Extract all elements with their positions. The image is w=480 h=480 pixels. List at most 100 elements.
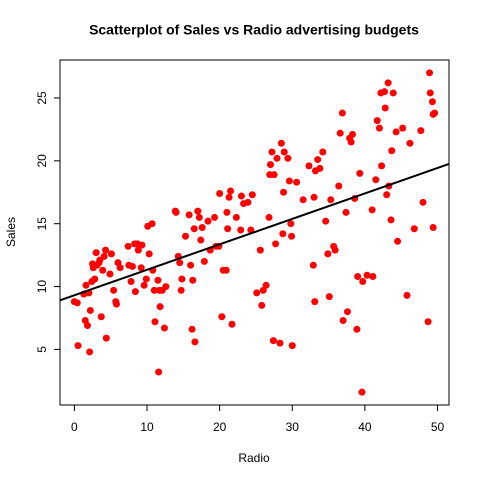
point (155, 368, 163, 376)
point (99, 266, 107, 274)
point (327, 196, 335, 204)
point (223, 208, 231, 216)
point (336, 129, 344, 137)
point (426, 89, 434, 97)
point (353, 325, 361, 333)
point (262, 281, 270, 289)
point (92, 249, 100, 257)
point (113, 300, 121, 308)
point (142, 275, 150, 283)
point (410, 225, 418, 233)
point (128, 262, 136, 270)
point (134, 246, 142, 254)
point (349, 130, 357, 138)
point (127, 278, 135, 286)
point (325, 293, 333, 301)
point (299, 196, 307, 204)
point (389, 89, 397, 97)
point (373, 117, 381, 125)
point (287, 220, 295, 228)
point (91, 275, 99, 283)
point (237, 192, 245, 200)
point (222, 266, 230, 274)
point (369, 273, 377, 281)
y-axis-label: Sales (4, 217, 18, 247)
point (106, 270, 114, 278)
x-tick-label: 20 (213, 420, 227, 434)
point (387, 216, 395, 224)
point (392, 128, 400, 136)
point (343, 308, 351, 316)
x-tick-label: 50 (431, 420, 445, 434)
point (429, 110, 437, 118)
point (285, 177, 293, 185)
point (372, 176, 380, 184)
point (151, 318, 159, 326)
point (185, 211, 193, 219)
point (316, 164, 324, 172)
point (124, 242, 132, 250)
point (211, 213, 219, 221)
point (204, 217, 212, 225)
point (162, 283, 170, 291)
point (293, 178, 301, 186)
point (100, 252, 108, 260)
point (381, 88, 389, 96)
point (310, 193, 318, 201)
x-tick-label: 10 (140, 420, 154, 434)
x-tick-label: 0 (71, 420, 78, 434)
point (176, 259, 184, 267)
point (148, 220, 156, 228)
y-tick-label: 15 (35, 217, 49, 231)
point (107, 250, 115, 258)
x-tick-label: 30 (286, 420, 300, 434)
point (358, 388, 366, 396)
point (86, 306, 94, 314)
y-tick-label: 20 (35, 154, 49, 168)
point (187, 261, 195, 269)
point (244, 198, 252, 206)
y-tick-label: 10 (35, 280, 49, 294)
point (363, 271, 371, 279)
point (319, 148, 327, 156)
point (177, 286, 185, 294)
point (388, 147, 396, 155)
point (131, 288, 139, 296)
point (197, 236, 205, 244)
point (381, 104, 389, 112)
point (225, 193, 233, 201)
y-tick-label: 5 (35, 346, 49, 353)
point (218, 313, 226, 321)
point (138, 241, 146, 249)
point (277, 139, 285, 147)
point (83, 322, 91, 330)
point (429, 223, 437, 231)
point (375, 124, 383, 132)
point (145, 250, 153, 258)
point (322, 217, 330, 225)
point (102, 246, 110, 254)
point (309, 261, 317, 269)
point (198, 223, 206, 231)
point (354, 273, 362, 281)
point (156, 303, 164, 311)
point (190, 225, 198, 233)
point (324, 250, 332, 258)
point (256, 246, 264, 254)
point (188, 325, 196, 333)
point (403, 291, 411, 299)
point (110, 286, 118, 294)
point (228, 320, 236, 328)
point (368, 206, 376, 214)
point (232, 213, 240, 221)
point (273, 154, 281, 162)
point (270, 171, 278, 179)
point (194, 207, 202, 215)
point (150, 286, 158, 294)
point (160, 324, 168, 332)
point (347, 138, 355, 146)
point (331, 246, 339, 254)
x-axis-label: Radio (238, 451, 270, 465)
point (189, 276, 197, 284)
